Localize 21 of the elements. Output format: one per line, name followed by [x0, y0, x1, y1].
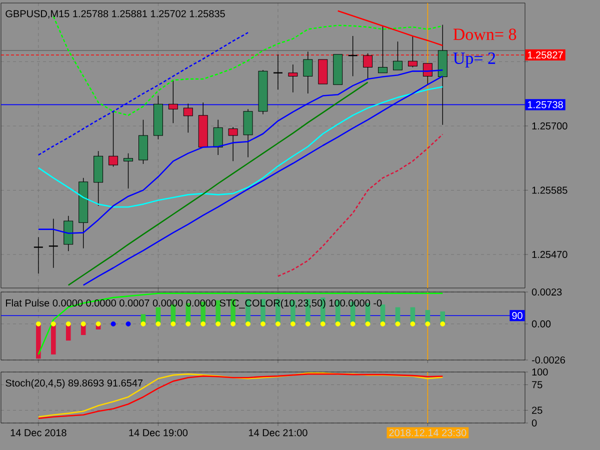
ref-line-label: 1.25738: [528, 101, 563, 108]
annotation: Down= 8: [453, 28, 516, 40]
x-tick-label: 14 Dec 2018: [10, 429, 66, 436]
y-tick-label: 100: [532, 368, 548, 376]
ref-line-label: 1.25827: [528, 51, 563, 59]
y-tick-label: 0: [532, 419, 537, 427]
text: GBPUSD,M15 1.25788 1.25881 1.25702 1.25835: [6, 10, 225, 18]
y-tick-label: -0.0026: [532, 356, 566, 364]
annotation: Up= 2: [453, 52, 496, 68]
x-tick-label: 14 Dec 19:00: [129, 429, 188, 436]
x-tick-label: 2018.12.14 23:30: [389, 429, 466, 436]
annotation: 90: [512, 312, 522, 320]
y-tick-label: 1.25700: [532, 122, 568, 130]
y-tick-label: 1.25470: [532, 250, 568, 258]
x-tick-label: 14 Dec 21:00: [248, 429, 308, 436]
y-tick-label: 75: [532, 381, 542, 388]
y-tick-label: 0.00: [532, 320, 551, 328]
text: Stoch(20,4,5) 89.8693 91.6547: [6, 379, 143, 389]
y-tick-label: 0.0023: [532, 288, 562, 296]
y-tick-label: 1.25585: [532, 186, 568, 194]
y-tick-label: 25: [532, 406, 542, 414]
